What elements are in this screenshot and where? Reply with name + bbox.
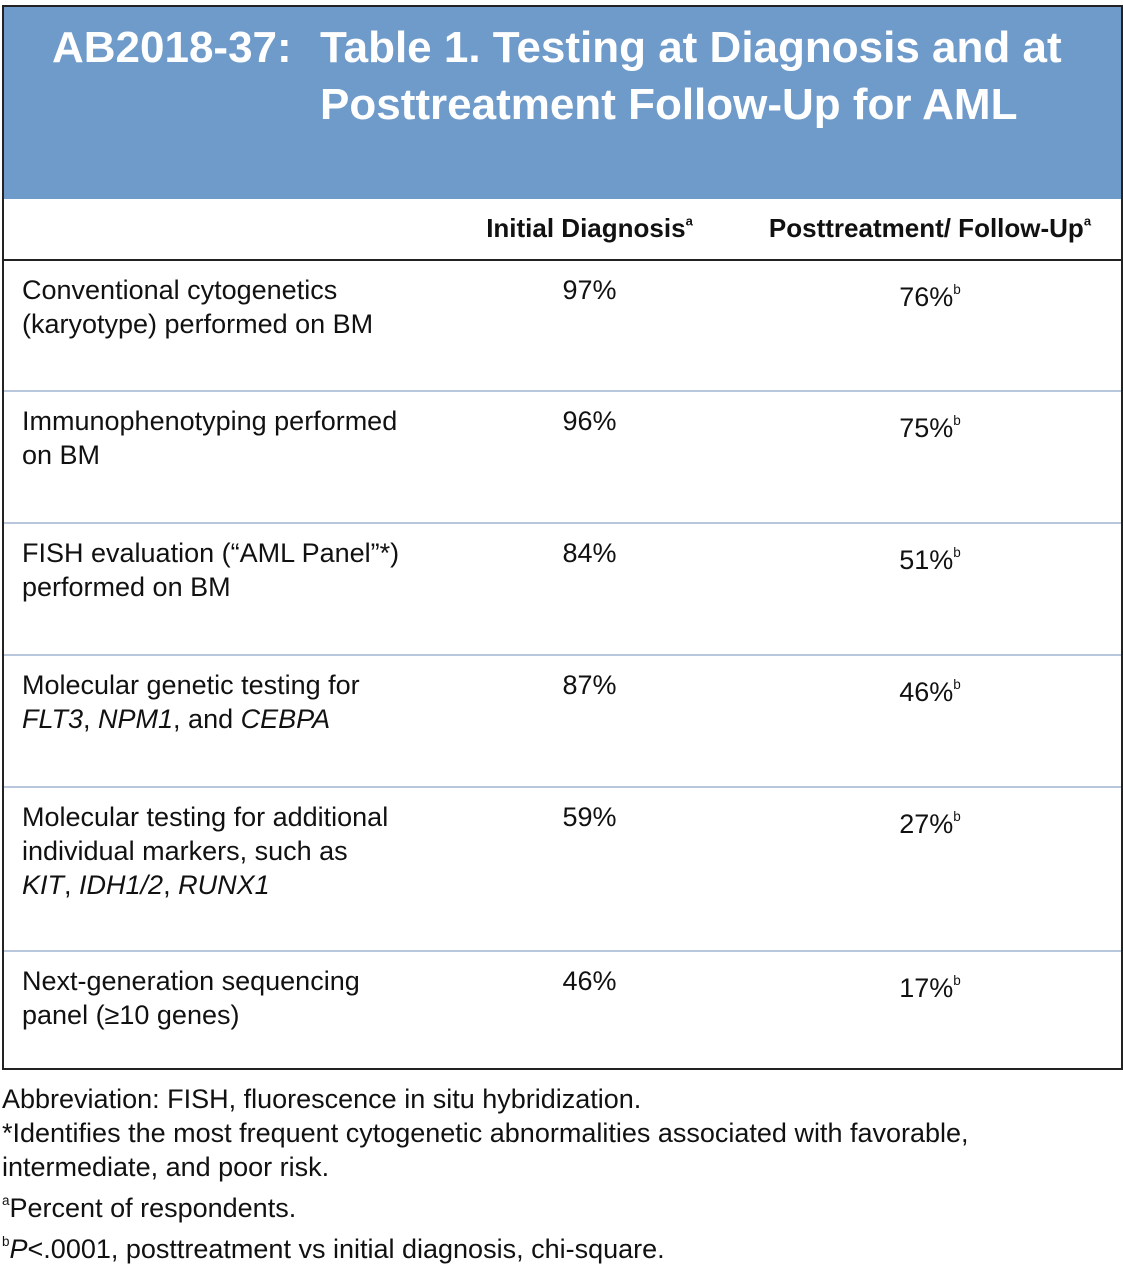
text-segment: KIT (22, 870, 65, 900)
note-mark: a (685, 213, 693, 229)
text-segment: FLT3 (22, 704, 84, 734)
note-mark: b (953, 282, 961, 297)
table-row: Molecular genetic testing for FLT3, NPM1… (4, 656, 1121, 788)
column-header-text: Initial Diagnosis (486, 213, 686, 243)
note-mark: b (953, 973, 961, 988)
footnotes: Abbreviation: FISH, fluorescence in situ… (2, 1082, 1122, 1266)
note-mark: b (953, 545, 961, 560)
post-value: 51%b (737, 536, 1123, 577)
column-header: Initial Diagnosisa (442, 213, 737, 244)
note-mark: b (2, 1234, 10, 1250)
text-segment: Conventional cytogenetics (karyotype) pe… (22, 275, 374, 339)
footnote: Abbreviation: FISH, fluorescence in situ… (2, 1082, 1122, 1116)
table-row: Molecular testing for additional individ… (4, 788, 1121, 952)
table-frame: AB2018-37: Table 1. Testing at Diagnosis… (2, 5, 1123, 1070)
row-label: Immunophenotyping performed on BM (22, 404, 402, 472)
note-mark: b (953, 413, 961, 428)
text-segment: Immunophenotyping performed on BM (22, 406, 398, 470)
post-value: 46%b (737, 668, 1123, 709)
title-text: Table 1. Testing at Diagnosis and at Pos… (320, 23, 1062, 129)
footnote: aPercent of respondents. (2, 1184, 1122, 1225)
post-value-text: 51% (899, 545, 954, 576)
row-label: FISH evaluation (“AML Panel”*) performed… (22, 536, 402, 604)
text-segment: NPM1 (98, 704, 174, 734)
table-row: Conventional cytogenetics (karyotype) pe… (4, 261, 1121, 392)
column-header-text: Posttreatment/ Follow-Up (768, 213, 1084, 243)
post-value-text: 17% (899, 973, 954, 1004)
initial-value: 46% (562, 966, 617, 996)
text-segment: <.0001, posttreatment vs initial diagnos… (27, 1234, 665, 1265)
post-value-text: 27% (899, 809, 954, 840)
note-mark: a (2, 1193, 10, 1208)
text-segment: FISH evaluation (“AML Panel”*) performed… (22, 538, 400, 602)
footnote: bP<.0001, posttreatment vs initial diagn… (2, 1225, 1122, 1266)
text-segment: , (163, 870, 179, 900)
note-mark: b (953, 809, 961, 824)
initial-value: 59% (562, 802, 617, 832)
text-segment: IDH1/2 (79, 870, 164, 900)
text-segment: , and (173, 704, 241, 734)
post-value-text: 46% (899, 677, 954, 708)
initial-value: 96% (562, 406, 617, 436)
row-label: Molecular testing for additional individ… (22, 800, 402, 902)
post-value: 17%b (737, 964, 1123, 1005)
text-segment: Percent of respondents. (9, 1193, 297, 1224)
text-segment: Next-generation sequencing panel (≥10 ge… (22, 966, 360, 1030)
post-value-text: 76% (899, 282, 954, 313)
footnote: *Identifies the most frequent cytogeneti… (2, 1116, 1122, 1184)
post-value: 75%b (737, 404, 1123, 445)
note-mark: a (1083, 213, 1092, 229)
post-value-text: 75% (899, 413, 954, 444)
text-segment: , (64, 870, 80, 900)
text-segment: *Identifies the most frequent cytogeneti… (2, 1118, 969, 1182)
post-value: 76%b (737, 273, 1123, 314)
row-label: Conventional cytogenetics (karyotype) pe… (22, 273, 402, 341)
text-segment: Molecular testing for additional individ… (22, 802, 389, 866)
row-label: Molecular genetic testing for FLT3, NPM1… (22, 668, 402, 736)
post-value: 27%b (737, 800, 1123, 841)
column-header: Posttreatment/ Follow-Upa (737, 213, 1123, 244)
table-row: FISH evaluation (“AML Panel”*) performed… (4, 524, 1121, 656)
initial-value: 84% (562, 538, 617, 568)
title-label: AB2018-37: (52, 23, 292, 72)
text-segment: RUNX1 (178, 870, 270, 900)
text-segment: , (83, 704, 99, 734)
title-band: AB2018-37: Table 1. Testing at Diagnosis… (4, 7, 1121, 199)
text-segment: Abbreviation: FISH, fluorescence in situ… (2, 1084, 642, 1114)
table-row: Immunophenotyping performed on BM 96% 75%b (4, 392, 1121, 524)
text-segment: Molecular genetic testing for (22, 670, 360, 700)
initial-value: 87% (562, 670, 617, 700)
text-segment: CEBPA (240, 704, 331, 734)
text-segment: P (9, 1234, 28, 1265)
note-mark: b (953, 677, 961, 692)
row-label: Next-generation sequencing panel (≥10 ge… (22, 964, 402, 1032)
initial-value: 97% (562, 275, 617, 305)
header-row: Initial Diagnosisa Posttreatment/ Follow-… (4, 199, 1121, 261)
table-row: Next-generation sequencing panel (≥10 ge… (4, 952, 1121, 1079)
